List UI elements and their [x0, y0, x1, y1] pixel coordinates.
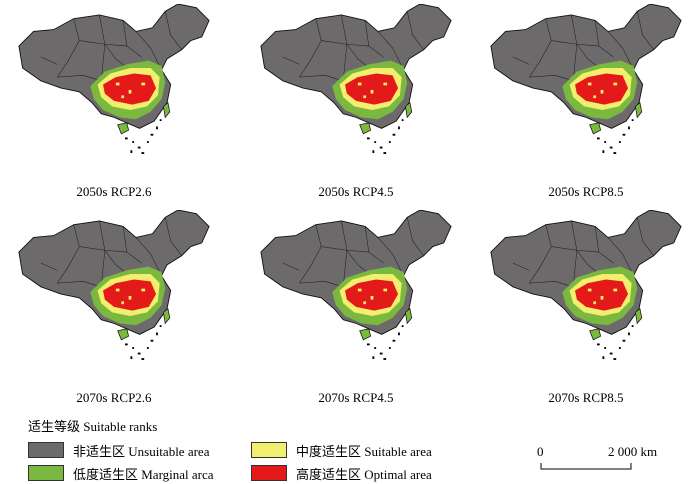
legend-swatch: [251, 442, 287, 458]
map-caption: 2070s RCP2.6: [76, 390, 152, 405]
legend-item-suitable: 中度适生区 Suitable area: [251, 441, 432, 459]
legend-swatch: [28, 465, 64, 481]
legend-label: 高度适生区 Optimal area: [296, 466, 432, 482]
map-caption: 2070s RCP8.5: [548, 390, 624, 405]
map-panel-2070s-rcp26: 2070s RCP2.6: [4, 210, 224, 405]
china-suitability-map: [490, 4, 682, 155]
legend-swatch: [28, 442, 64, 458]
legend-label: 低度适生区 Marginal arca: [73, 466, 214, 482]
legend-label: 非适生区 Unsuitable area: [73, 443, 210, 459]
legend-title: 适生等级 Suitable ranks: [28, 419, 158, 434]
scale-bar-line: [540, 463, 632, 470]
scale-start-label: 0: [537, 444, 544, 459]
legend-item-optimal: 高度适生区 Optimal area: [251, 464, 432, 482]
map-panel-2050s-rcp85: 2050s RCP8.5: [476, 4, 696, 199]
china-suitability-map: [18, 4, 210, 155]
legend-item-unsuitable: 非适生区 Unsuitable area: [28, 441, 209, 459]
map-panel-2070s-rcp85: 2070s RCP8.5: [476, 210, 696, 405]
china-suitability-map: [490, 210, 682, 361]
legend-label: 中度适生区 Suitable area: [296, 443, 432, 459]
map-caption: 2050s RCP8.5: [548, 184, 624, 199]
map-caption: 2070s RCP4.5: [318, 390, 394, 405]
legend-swatch: [251, 465, 287, 481]
map-panel-2050s-rcp45: 2050s RCP4.5: [246, 4, 466, 199]
scale-end-label: 2 000 km: [608, 444, 658, 459]
china-suitability-map: [260, 4, 452, 155]
legend-item-marginal: 低度适生区 Marginal arca: [28, 464, 214, 482]
scale-bar: 0 2 000 km: [520, 444, 670, 480]
map-caption: 2050s RCP4.5: [318, 184, 394, 199]
map-caption: 2050s RCP2.6: [76, 184, 152, 199]
legend: 适生等级 Suitable ranks 非适生区 Unsuitable area…: [28, 416, 468, 482]
china-suitability-map: [260, 210, 452, 361]
china-suitability-map: [18, 210, 210, 361]
map-panel-2050s-rcp26: 2050s RCP2.6: [4, 4, 224, 199]
map-panel-2070s-rcp45: 2070s RCP4.5: [246, 210, 466, 405]
